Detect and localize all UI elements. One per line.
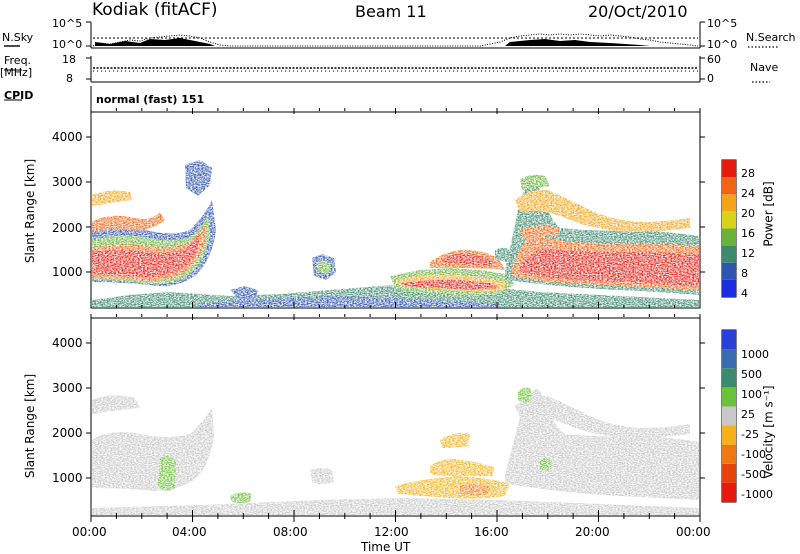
- colorbar-swatch: [722, 211, 736, 229]
- power-ytick: 1000: [52, 265, 83, 279]
- colorbar-swatch: [722, 444, 736, 464]
- xtick-label: 20:00: [575, 525, 610, 539]
- colorbar-swatch: [722, 482, 736, 502]
- colorbar-swatch: [722, 406, 736, 426]
- colorbar-swatch: [722, 177, 736, 195]
- power-cb-tick: 12: [741, 247, 755, 260]
- power-cb-tick: 20: [741, 207, 755, 220]
- velocity-cb-tick: 25: [741, 408, 755, 421]
- freq-panel: [4, 56, 770, 83]
- velocity-ytick: 4000: [52, 336, 83, 350]
- power-cb-tick: 4: [741, 287, 748, 300]
- nsearch-label: N.Search: [746, 31, 796, 44]
- velocity-panel: [86, 317, 737, 517]
- cpid-label: CPID: [4, 89, 34, 102]
- beam-title: Beam 11: [355, 2, 427, 21]
- velocity-colorbar: [722, 330, 736, 502]
- colorbar-swatch: [722, 262, 736, 280]
- power-scatter: [92, 160, 699, 307]
- velocity-cb-tick: -500: [741, 468, 766, 481]
- colorbar-swatch: [722, 349, 736, 369]
- nsky-tick-high: 10^5: [52, 17, 83, 30]
- nsky-label: N.Sky: [2, 31, 34, 44]
- colorbar-swatch: [722, 368, 736, 388]
- velocity-cb-tick: -1000: [741, 488, 773, 501]
- nsky-tick-low: 10^0: [52, 38, 83, 51]
- nsearch-tick-low: 10^0: [707, 38, 738, 51]
- freq-tick-high: 18: [62, 53, 76, 66]
- power-cb-tick: 8: [741, 267, 748, 280]
- colorbar-swatch: [722, 425, 736, 445]
- power-ytick: 2000: [52, 221, 83, 235]
- xtick-label: 16:00: [474, 525, 509, 539]
- xtick-label: 12:00: [374, 525, 409, 539]
- velocity-ytick: 1000: [52, 471, 83, 485]
- colorbar-swatch: [722, 463, 736, 483]
- velocity-ytick: 3000: [52, 381, 83, 395]
- xtick-label: 00:00: [676, 525, 711, 539]
- velocity-cb-tick: 1000: [741, 348, 769, 361]
- freq-label-1: Freq.: [4, 54, 32, 67]
- velocity-scatter: [92, 387, 699, 515]
- velocity-cb-tick: -25: [741, 428, 759, 441]
- cpid-value: normal (fast) 151: [96, 93, 205, 106]
- colorbar-swatch: [722, 194, 736, 212]
- velocity-cb-tick: -100: [741, 448, 766, 461]
- colorbar-swatch: [722, 245, 736, 263]
- time-axis-ticks: [90, 108, 701, 522]
- nsearch-tick-high: 10^5: [707, 17, 738, 30]
- power-cb-tick: 16: [741, 227, 755, 240]
- nsky-panel: [4, 21, 778, 49]
- power-cb-tick: 28: [741, 167, 755, 180]
- power-cb-tick: 24: [741, 187, 755, 200]
- velocity-cb-tick: 500: [741, 368, 762, 381]
- power-ytick: 4000: [52, 130, 83, 144]
- cpid-panel: [4, 86, 92, 108]
- nave-tick-high: 60: [707, 53, 721, 66]
- velocity-ytick: 2000: [52, 426, 83, 440]
- nave-label: Nave: [750, 61, 779, 74]
- freq-label-2: [MHz]: [0, 66, 33, 79]
- freq-tick-low: 8: [66, 72, 73, 85]
- velocity-axis-ticks: [86, 342, 705, 479]
- nave-tick-low: 0: [707, 72, 714, 85]
- colorbar-swatch: [722, 279, 736, 298]
- power-ytick: 3000: [52, 175, 83, 189]
- power-axis-ticks: [86, 136, 705, 273]
- date-title: 20/Oct/2010: [588, 2, 688, 21]
- xlabel-time: Time UT: [361, 540, 411, 554]
- xtick-label: 08:00: [273, 525, 308, 539]
- power-panel: [86, 111, 737, 309]
- colorbar-swatch: [722, 160, 736, 178]
- colorbar-swatch: [722, 387, 736, 407]
- power-colorbar: [722, 160, 736, 298]
- velocity-cb-tick: 100: [741, 388, 762, 401]
- station-title: Kodiak (fitACF): [92, 0, 218, 20]
- xtick-label: 00:00: [72, 525, 107, 539]
- colorbar-swatch: [722, 330, 736, 350]
- xtick-label: 04:00: [172, 525, 207, 539]
- colorbar-swatch: [722, 228, 736, 246]
